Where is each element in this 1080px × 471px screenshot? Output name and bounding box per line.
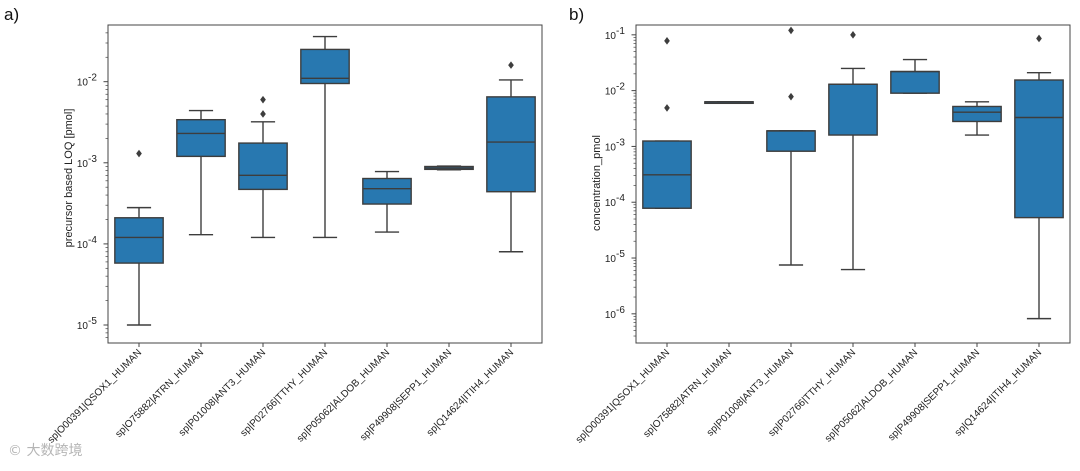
panel-a-y-ticks: 10-510-410-310-2 [77,32,108,338]
panel-b-box-4 [890,58,940,94]
panel-b-box-5 [952,101,1002,136]
panel-a-box-5 [424,165,474,171]
panel-b-tick-label: 10 [605,198,617,209]
panel-a-tick-label: 10 [77,321,89,332]
panel-b-tick-label: 10 [605,310,617,321]
panel-b-tick-label: 10 [605,31,617,42]
outlier-diamond [664,37,670,45]
box-iqr [362,177,412,205]
outlier-diamond [260,110,266,118]
panel-b-tick-exponent: -1 [616,26,625,37]
watermark: © 大数跨境 [8,443,83,459]
box-iqr [176,118,226,158]
panel-b-boxes [642,26,1064,320]
outlier-diamond [850,31,856,39]
outlier-diamond [260,95,266,104]
box-iqr [890,70,940,94]
panel-b-label: b) [569,5,584,24]
panel-b-tick-exponent: -2 [616,82,625,93]
outlier-diamond [788,92,794,101]
box-iqr [114,217,164,264]
panel-a-tick-label: 10 [77,240,89,251]
panel-b-tick-exponent: -6 [616,305,625,316]
box-iqr [952,105,1002,123]
panel-a-box-4 [362,170,412,233]
panel-a-box-2 [238,95,288,239]
panel-b-y-ticks: 10-610-510-410-310-210-1 [605,26,636,337]
panel-a-tick-exponent: -4 [88,235,97,246]
panel-b: b) concentration_pmol 10-610-510-410-310… [569,5,1071,446]
panel-b-ylabel: concentration_pmol [591,135,603,231]
panel-a-box-0 [114,149,164,326]
panel-a: a) precursor based LOQ [pmol] 10-510-410… [4,5,543,446]
panel-b-box-6 [1014,34,1064,320]
box-iqr [1014,79,1064,219]
panel-b-box-3 [828,31,878,271]
panel-b-tick-exponent: -3 [616,137,625,148]
panel-a-box-1 [176,109,226,236]
panel-b-category-labels: sp|O00391|QSOX1_HUMANsp|O75882|ATRN_HUMA… [574,343,1044,446]
panel-a-category-labels: sp|O00391|QSOX1_HUMANsp|O75882|ATRN_HUMA… [46,343,516,446]
outlier-diamond [136,149,142,158]
panel-b-tick-label: 10 [605,142,617,153]
outlier-diamond [1036,34,1042,43]
panel-a-box-6 [486,61,536,253]
outlier-diamond [508,61,514,69]
panel-a-box-3 [300,35,350,239]
panel-b-tick-exponent: -5 [616,249,625,260]
panel-b-tick-exponent: -4 [616,193,625,204]
outlier-diamond [788,26,794,35]
box-iqr [828,83,878,136]
panel-b-box-1 [704,101,754,105]
panel-a-tick-exponent: -2 [88,73,97,84]
panel-a-tick-label: 10 [77,78,89,89]
panel-b-tick-label: 10 [605,87,617,98]
box-iqr [486,96,536,193]
panel-a-boxes [114,35,536,326]
panel-b-box-0 [642,37,692,209]
panel-a-tick-label: 10 [77,159,89,170]
panel-a-label: a) [4,5,19,24]
box-iqr [238,142,288,191]
panel-b-box-2 [766,26,816,266]
panel-a-tick-exponent: -3 [88,154,97,165]
box-iqr [766,130,816,152]
panel-b-tick-label: 10 [605,254,617,265]
outlier-diamond [664,104,670,112]
panel-a-ylabel: precursor based LOQ [pmol] [63,109,75,248]
panel-a-tick-exponent: -5 [88,316,97,327]
